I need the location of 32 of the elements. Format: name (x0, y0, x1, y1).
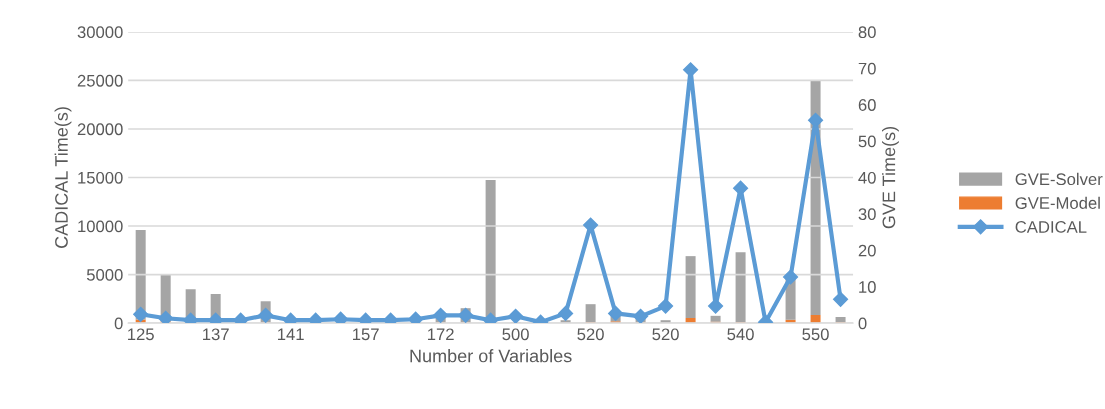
x-tick-label: 550 (802, 328, 829, 341)
legend-label: CADICAL (1015, 221, 1087, 233)
legend-label: GVE-Solver (1015, 172, 1103, 186)
y-tick-label: 10000 (78, 220, 123, 233)
y-tick-label: 15000 (78, 171, 123, 184)
y-tick-label: 25000 (77, 74, 123, 87)
y-tick-label: 20000 (77, 123, 123, 136)
x-tick-label: 520 (652, 328, 679, 341)
y2-tick-label: 20 (858, 244, 876, 257)
y-tick-label: 5000 (86, 268, 123, 281)
y2-tick-label: 0 (858, 317, 867, 330)
y-tick-label: 30000 (77, 26, 123, 39)
y2-tick-label: 80 (858, 26, 876, 39)
y2-axis-title: GVE Time(s) (882, 126, 899, 229)
x-tick-label: 540 (727, 328, 754, 341)
y2-tick-label: 30 (858, 208, 876, 221)
x-tick-label: 500 (502, 328, 529, 341)
x-tick-label: 125 (128, 328, 154, 341)
x-tick-label: 141 (278, 328, 304, 341)
x-tick-label: 520 (577, 328, 604, 341)
x-tick-label: 172 (428, 328, 454, 341)
y2-tick-label: 40 (858, 171, 876, 184)
legend-label: GVE-Model (1015, 196, 1100, 209)
y2-tick-label: 60 (858, 99, 876, 111)
y2-tick-label: 70 (858, 62, 876, 75)
y2-tick-label: 50 (858, 135, 876, 148)
y-axis-title: CADICAL Time(s) (54, 107, 72, 248)
x-tick-label: 137 (203, 328, 229, 341)
x-tick-label: 157 (353, 328, 379, 341)
y-tick-label: 0 (114, 317, 123, 330)
x-axis-title: Number of Variables (410, 349, 572, 363)
y2-tick-label: 10 (859, 281, 876, 293)
